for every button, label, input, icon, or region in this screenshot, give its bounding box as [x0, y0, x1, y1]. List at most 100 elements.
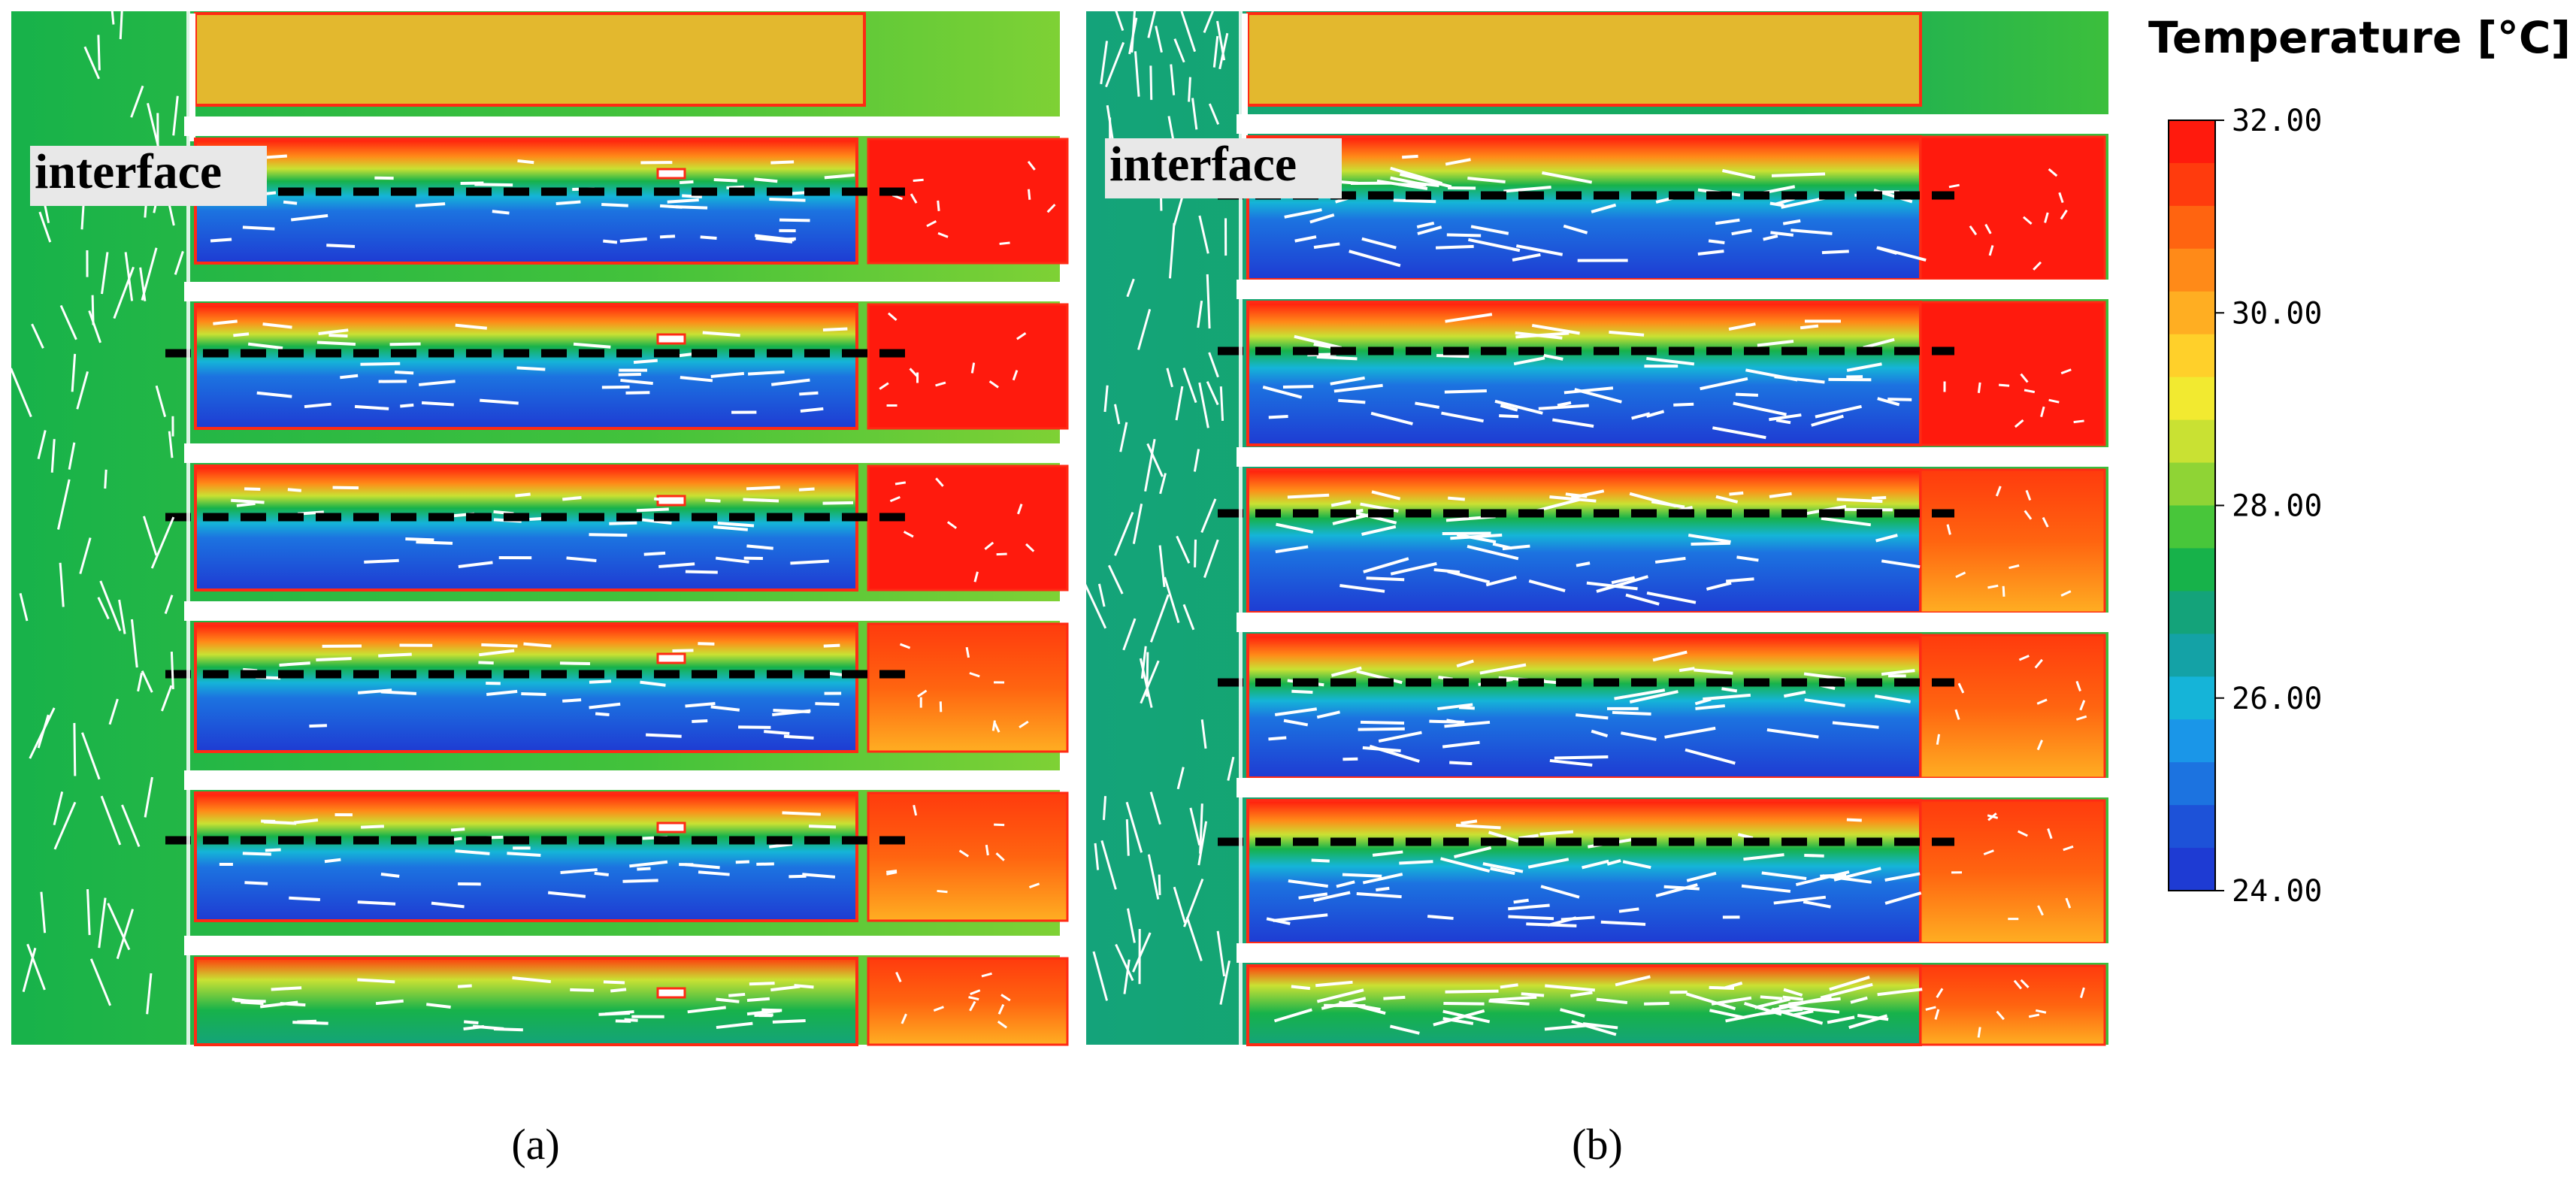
- flow-vector: [968, 996, 979, 1001]
- flow-vector: [1137, 309, 1152, 350]
- room-temperature-field: [194, 138, 858, 265]
- flow-vector: [10, 368, 32, 418]
- flow-vector: [710, 371, 745, 378]
- temperature-legend: Temperature [°C] 32.00 30.00 28.00 26.00 24.0…: [2148, 12, 2571, 909]
- flow-vector: [1552, 418, 1594, 428]
- flow-vector: [1544, 1024, 1588, 1031]
- flow-vector: [1508, 915, 1554, 921]
- flow-vector: [1467, 177, 1506, 183]
- interface-label: interface: [1109, 137, 1297, 192]
- flow-vector: [2075, 680, 2081, 692]
- flow-vector: [287, 488, 302, 492]
- flow-vector: [1046, 204, 1056, 213]
- interface-wall: [186, 11, 190, 1045]
- flow-vector: [1185, 916, 1203, 961]
- balcony-temperature-field: [867, 957, 1069, 1046]
- flow-vector: [1092, 951, 1109, 1001]
- flow-vector: [1170, 64, 1176, 95]
- flow-vector: [457, 984, 472, 988]
- flow-vector: [1182, 604, 1195, 631]
- flow-vector: [1119, 422, 1128, 452]
- flow-vector: [746, 997, 770, 1002]
- flow-vector: [1212, 35, 1219, 68]
- flow-vector: [1803, 900, 1831, 909]
- flow-vector: [667, 198, 699, 204]
- flow-vector: [1700, 377, 1748, 391]
- flow-vector: [770, 378, 810, 386]
- flow-vector: [685, 570, 718, 574]
- flow-vector: [2058, 192, 2064, 204]
- flow-vector: [141, 670, 153, 693]
- flow-vector: [997, 1020, 1008, 1029]
- flow-vector: [1726, 577, 1754, 583]
- flow-vector: [172, 95, 179, 136]
- flow-vector: [1479, 663, 1527, 675]
- flow-vector: [1821, 250, 1849, 255]
- legend-color-band: [2169, 762, 2215, 806]
- flow-vector: [1688, 534, 1731, 543]
- flow-vector: [640, 680, 666, 687]
- flow-vector: [1456, 659, 1474, 668]
- flow-vector: [1629, 492, 1677, 508]
- flow-vector: [1763, 234, 1778, 241]
- flow-vector: [1288, 879, 1328, 888]
- flow-vector: [1621, 731, 1657, 741]
- flow-vector: [1954, 709, 1960, 720]
- flow-vector: [1275, 545, 1309, 554]
- flow-vector: [1398, 183, 1427, 187]
- flow-vector: [710, 705, 740, 712]
- flow-vector: [1188, 77, 1191, 102]
- flow-vector: [1877, 397, 1900, 407]
- flow-vector: [743, 498, 779, 503]
- flow-vector: [946, 521, 958, 529]
- flow-vector: [1771, 172, 1826, 177]
- flow-vector: [405, 537, 434, 542]
- flow-vector: [1582, 1022, 1618, 1030]
- flow-vector: [910, 193, 918, 204]
- flow-vector: [1983, 849, 1994, 856]
- flow-vector: [2035, 1009, 2047, 1014]
- flow-vector: [1097, 583, 1106, 607]
- flow-vector: [170, 651, 174, 690]
- flow-vector: [1402, 154, 1418, 159]
- flow-vector: [981, 972, 992, 978]
- flow-vector: [236, 501, 256, 507]
- flow-vector: [887, 312, 898, 322]
- flow-vector: [1557, 401, 1572, 407]
- flow-vector: [1721, 687, 1738, 693]
- flow-vector: [1197, 821, 1208, 866]
- flow-vector: [636, 507, 669, 513]
- flow-vector: [107, 903, 131, 951]
- flow-vector: [1115, 943, 1134, 982]
- flow-vector: [1782, 219, 1801, 225]
- flow-vector: [973, 571, 979, 582]
- flow-vector: [1515, 331, 1570, 339]
- flow-vector: [1330, 666, 1362, 677]
- flow-vector: [822, 327, 848, 332]
- flow-vector: [1102, 796, 1107, 821]
- sensor-marker: [656, 821, 686, 834]
- flow-vector: [146, 973, 153, 1015]
- flow-vector: [1127, 908, 1136, 943]
- flow-vector: [790, 559, 829, 565]
- flow-vector: [416, 540, 453, 545]
- flow-vector: [1652, 650, 1688, 662]
- flow-vector: [692, 719, 708, 724]
- flow-vector: [969, 1000, 976, 1012]
- flow-vector: [1372, 850, 1403, 857]
- balcony-temperature-field: [1919, 634, 2106, 779]
- flow-vector: [1521, 992, 1545, 997]
- flow-vector: [1273, 1008, 1312, 1023]
- flow-vector: [1995, 486, 2002, 497]
- flow-vector: [1291, 985, 1311, 991]
- flow-vector: [685, 702, 716, 708]
- flow-vector: [713, 178, 737, 183]
- flow-vector: [1339, 584, 1385, 593]
- flow-vector: [1673, 402, 1694, 407]
- flow-vector: [71, 353, 77, 392]
- flow-vector: [672, 649, 694, 652]
- flow-vector: [53, 801, 77, 850]
- flow-vector: [1437, 703, 1473, 711]
- interface-label-box: [30, 146, 267, 206]
- flow-vector: [164, 595, 174, 615]
